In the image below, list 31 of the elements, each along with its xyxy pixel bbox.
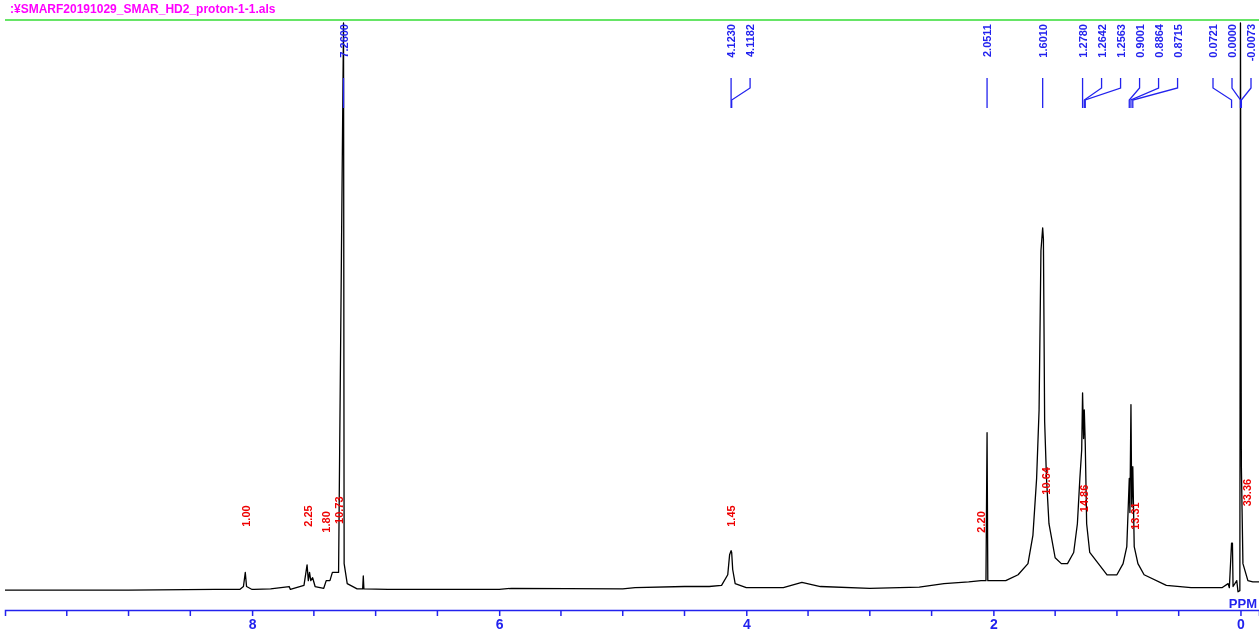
annotation: 33.36: [1240, 478, 1253, 507]
annotation: 4.1230: [725, 24, 738, 58]
annotation: 0.8864: [1152, 23, 1165, 58]
annotation: 1.80: [320, 511, 333, 533]
annotation: 1.2642: [1095, 24, 1108, 58]
annotation: 4.1182: [744, 24, 757, 58]
annotation: 1.2780: [1076, 24, 1089, 58]
annotation: 0.0721: [1207, 24, 1219, 58]
x-tick-label: 8: [248, 615, 257, 632]
chart-title: :¥SMARF20191029_SMAR_HD2_proton-1-1.als: [10, 2, 276, 16]
annotation: 13.31: [1129, 502, 1142, 530]
annotation: 14.86: [1077, 484, 1090, 513]
annotation: 1.00: [239, 505, 252, 527]
annotation: 2.25: [301, 505, 314, 527]
annotation: -0.0073: [1245, 24, 1257, 62]
x-tick-label: 0: [1237, 615, 1246, 632]
x-axis-title: PPM: [1228, 596, 1257, 611]
annotation: 7.2600: [337, 24, 350, 58]
x-tick-label: 2: [989, 615, 998, 632]
annotation: 0.0000: [1226, 24, 1238, 58]
annotation: 2.0511: [981, 24, 994, 58]
annotation: 2.20: [975, 511, 988, 533]
annotation: 10.64: [1040, 466, 1053, 495]
annotation: 0.9001: [1133, 24, 1146, 58]
annotation: 1.6010: [1036, 24, 1049, 58]
annotation: 0.8715: [1171, 24, 1184, 58]
annotation: 1.45: [725, 505, 738, 527]
x-tick-label: 4: [742, 615, 751, 632]
annotation: 1.2563: [1114, 24, 1127, 58]
annotation: 10.73: [332, 496, 345, 524]
x-tick-label: 6: [495, 615, 504, 632]
